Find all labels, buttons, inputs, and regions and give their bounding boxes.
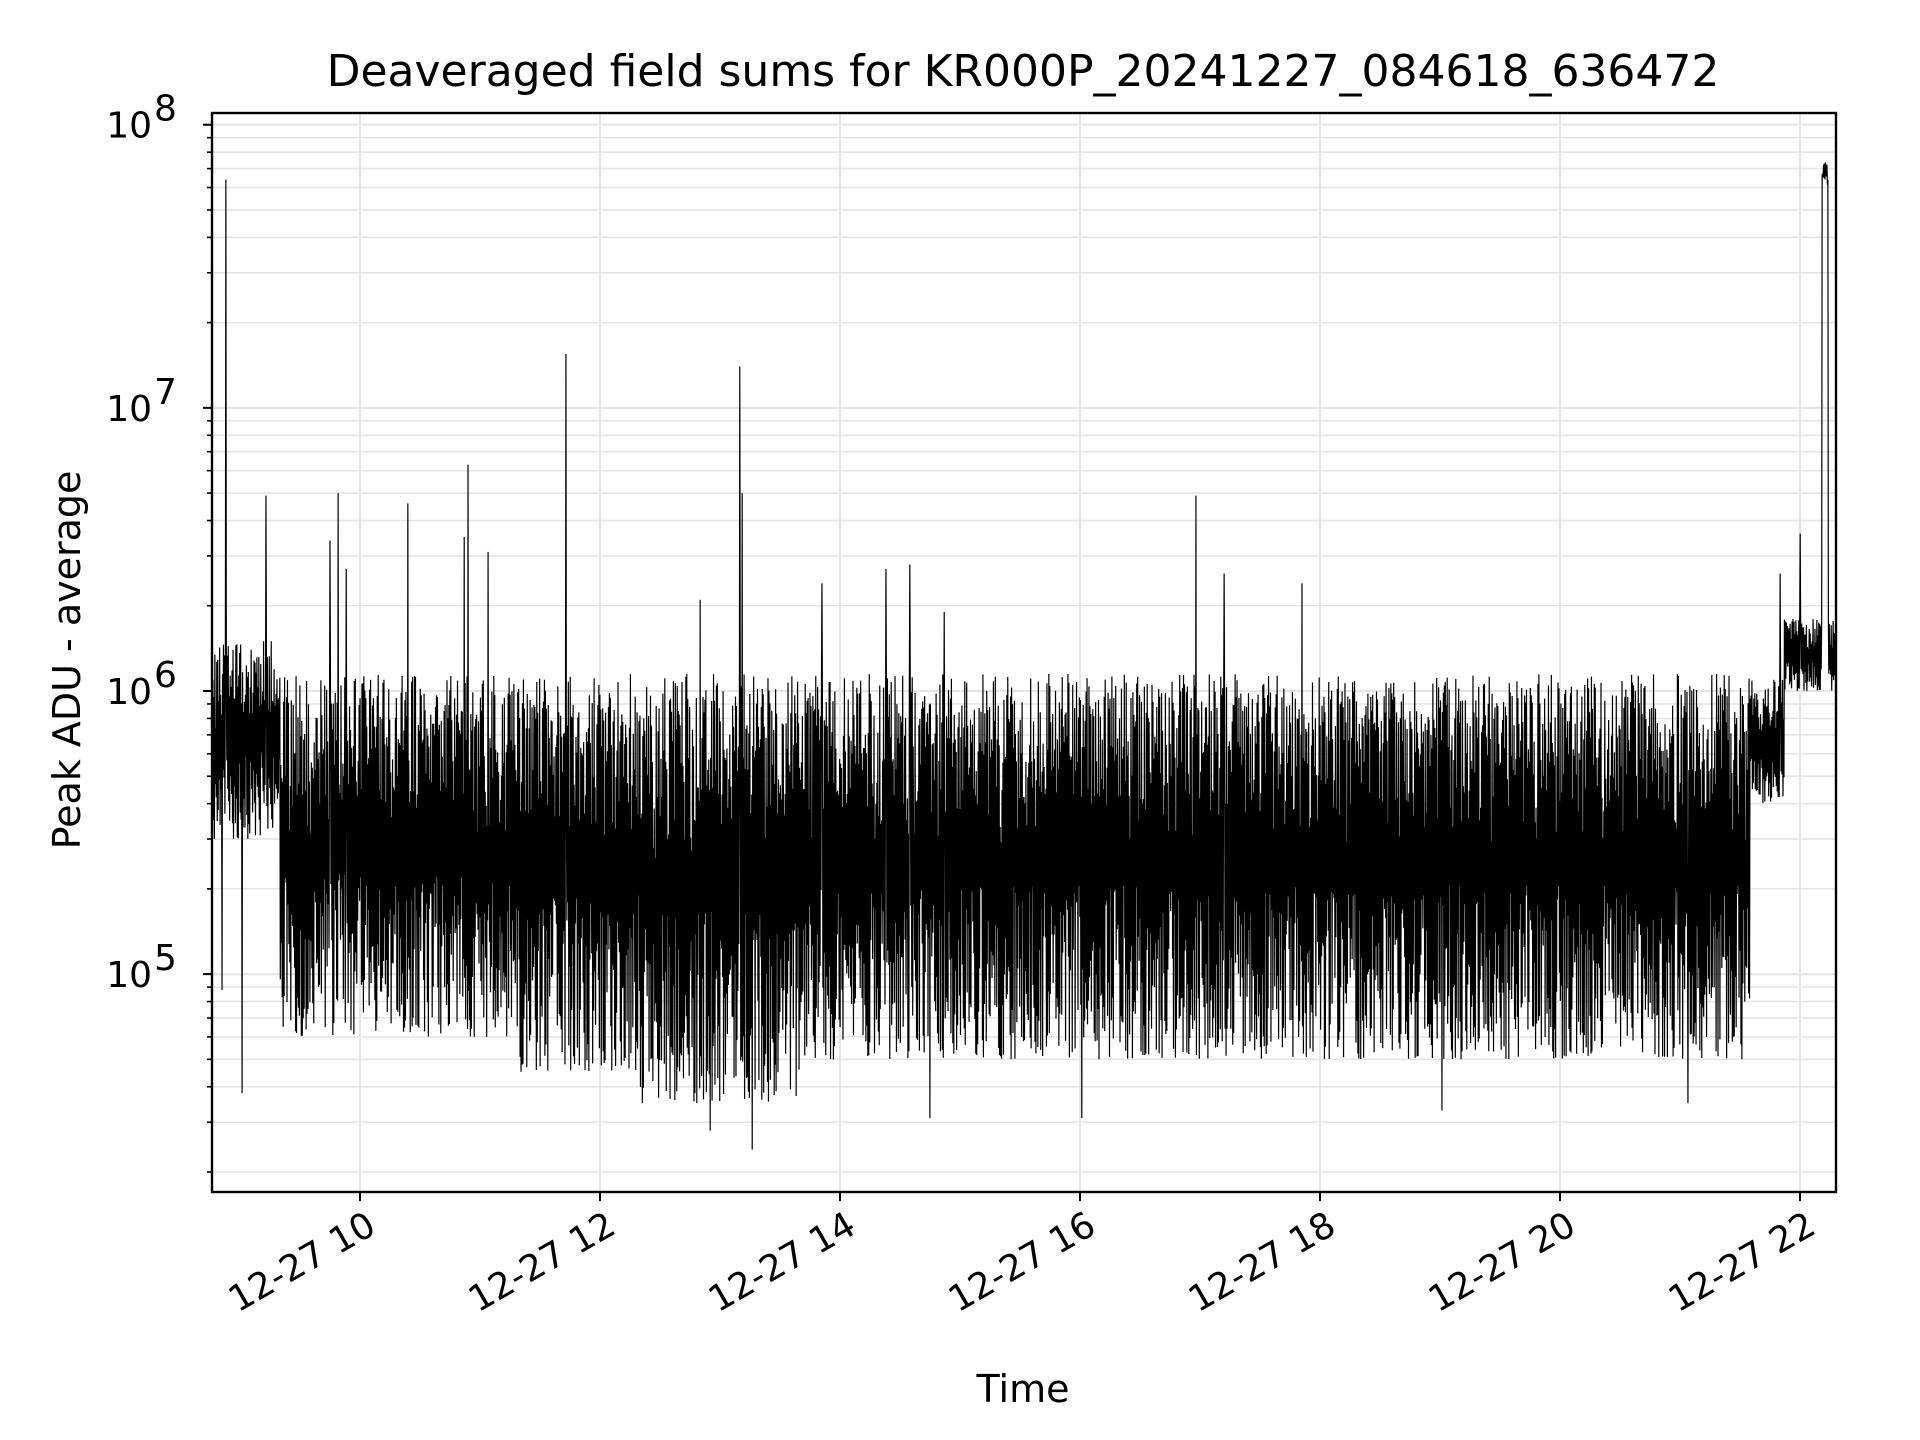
y-tick-exponent: 7: [154, 372, 177, 413]
y-tick-exponent: 6: [154, 655, 177, 696]
x-axis-label: Time: [976, 1367, 1070, 1411]
y-tick-base: 10: [106, 672, 152, 713]
series-path: [211, 162, 1837, 1150]
series-line: [211, 162, 1837, 1150]
y-tick-exponent: 5: [154, 938, 177, 979]
y-tick-label: 10: [106, 389, 152, 430]
plot-frame: [210, 111, 1838, 1194]
chart-title: Deaveraged field sums for KR000P_2024122…: [327, 46, 1720, 97]
y-tick-base: 10: [106, 389, 152, 430]
y-tick-label: 10: [106, 955, 152, 996]
y-tick-base: 10: [106, 106, 152, 147]
y-axis-label: Peak ADU - average: [45, 471, 89, 850]
y-tick-exponent: 8: [154, 89, 177, 130]
y-tick-label: 10: [106, 672, 152, 713]
y-tick-label: 10: [106, 106, 152, 147]
y-tick-base: 10: [106, 955, 152, 996]
